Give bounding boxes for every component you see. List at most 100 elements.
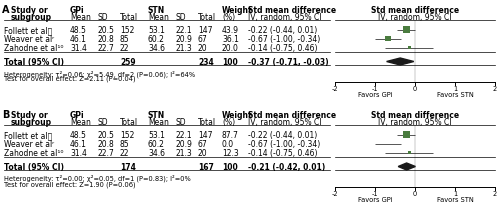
Text: SD: SD [175, 13, 186, 22]
Text: Favors STN: Favors STN [436, 92, 474, 98]
Text: Test for overall effect: Z=1.90 (P=0.06): Test for overall effect: Z=1.90 (P=0.06) [4, 181, 136, 187]
Text: Heterogeneity: τ²=0.06; χ²=5.49, df=2 (P=0.06); I²=64%: Heterogeneity: τ²=0.06; χ²=5.49, df=2 (P… [4, 70, 195, 78]
Text: 85: 85 [120, 140, 130, 149]
Text: -0.67 (-1.00, -0.34): -0.67 (-1.00, -0.34) [248, 140, 320, 149]
Text: 20.0: 20.0 [222, 44, 239, 53]
Text: 20.8: 20.8 [97, 140, 114, 149]
Text: subgroup: subgroup [11, 13, 52, 22]
Text: 46.1: 46.1 [70, 140, 87, 149]
Text: 1: 1 [453, 191, 457, 197]
Text: -1: -1 [372, 191, 378, 197]
Text: 259: 259 [120, 58, 136, 67]
Text: Follett et alᵮ: Follett et alᵮ [4, 131, 52, 140]
Text: 22: 22 [120, 149, 130, 158]
Text: A: A [2, 5, 10, 15]
Text: 67: 67 [198, 140, 208, 149]
Text: Favors STN: Favors STN [436, 197, 474, 203]
Text: 48.5: 48.5 [70, 26, 87, 35]
Text: -0.14 (-0.75, 0.46): -0.14 (-0.75, 0.46) [248, 149, 318, 158]
Text: 20.9: 20.9 [175, 140, 192, 149]
Text: Weaver et alʳ: Weaver et alʳ [4, 35, 54, 44]
Text: 31.4: 31.4 [70, 149, 87, 158]
Text: 147: 147 [198, 26, 212, 35]
Text: 21.3: 21.3 [175, 149, 192, 158]
Text: 22.1: 22.1 [175, 26, 192, 35]
Text: 147: 147 [198, 131, 212, 140]
Text: 1: 1 [453, 86, 457, 92]
Text: Study or: Study or [11, 6, 48, 15]
Bar [386, 36, 391, 41]
Text: -0.21 (-0.42, 0.01): -0.21 (-0.42, 0.01) [248, 163, 325, 172]
Text: subgroup: subgroup [11, 118, 52, 127]
Text: SD: SD [97, 13, 108, 22]
Text: Zahodne et al¹⁰: Zahodne et al¹⁰ [4, 149, 64, 158]
Text: Favors GPi: Favors GPi [358, 92, 392, 98]
Text: -2: -2 [332, 191, 338, 197]
Text: GPi: GPi [70, 6, 84, 15]
Text: Weaver et alʳ: Weaver et alʳ [4, 140, 54, 149]
Text: Std mean difference: Std mean difference [248, 6, 336, 15]
Text: SD: SD [97, 118, 108, 127]
Text: 46.1: 46.1 [70, 35, 87, 44]
Text: 67: 67 [198, 35, 208, 44]
Text: 20.9: 20.9 [175, 35, 192, 44]
Text: 22.1: 22.1 [175, 131, 192, 140]
Text: IV, random, 95% CI: IV, random, 95% CI [378, 13, 452, 22]
Text: Total: Total [198, 118, 216, 127]
Text: 87.7: 87.7 [222, 131, 239, 140]
Text: 174: 174 [120, 163, 136, 172]
Text: -0.37 (-0.71, -0.03): -0.37 (-0.71, -0.03) [248, 58, 328, 67]
Text: 34.6: 34.6 [148, 149, 165, 158]
Text: 100: 100 [222, 58, 238, 67]
Text: 20.8: 20.8 [97, 35, 114, 44]
Bar [408, 46, 411, 49]
Text: 60.2: 60.2 [148, 35, 165, 44]
Text: Total: Total [120, 13, 138, 22]
Text: Mean: Mean [70, 13, 91, 22]
Text: 85: 85 [120, 35, 130, 44]
Text: -1: -1 [372, 86, 378, 92]
Text: Follett et alᵮ: Follett et alᵮ [4, 26, 52, 35]
Text: 31.4: 31.4 [70, 44, 87, 53]
Text: 2: 2 [493, 191, 497, 197]
Text: STN: STN [148, 6, 165, 15]
Text: STN: STN [148, 111, 165, 120]
Text: 43.9: 43.9 [222, 26, 239, 35]
Text: 36.1: 36.1 [222, 35, 239, 44]
Text: Std mean difference: Std mean difference [371, 6, 459, 15]
Text: 20: 20 [198, 44, 207, 53]
Text: (%): (%) [222, 118, 235, 127]
Bar [408, 151, 410, 154]
Text: Mean: Mean [70, 118, 91, 127]
Text: 0: 0 [413, 191, 417, 197]
Text: Total: Total [198, 13, 216, 22]
Text: -0.22 (-0.44, 0.01): -0.22 (-0.44, 0.01) [248, 26, 318, 35]
Text: Std mean difference: Std mean difference [371, 111, 459, 120]
Text: Weight: Weight [222, 6, 252, 15]
Text: 53.1: 53.1 [148, 26, 165, 35]
Text: -2: -2 [332, 86, 338, 92]
Text: (%): (%) [222, 13, 235, 22]
Text: 22.7: 22.7 [97, 149, 114, 158]
Bar [402, 26, 409, 33]
Text: GPi: GPi [70, 111, 84, 120]
Text: 60.2: 60.2 [148, 140, 165, 149]
Text: Favors GPi: Favors GPi [358, 197, 392, 203]
Text: 20: 20 [198, 149, 207, 158]
Text: 34.6: 34.6 [148, 44, 165, 53]
Text: -0.14 (-0.75, 0.46): -0.14 (-0.75, 0.46) [248, 44, 318, 53]
Text: Heterogeneity: τ²=0.00; χ²=0.05, df=1 (P=0.83); I²=0%: Heterogeneity: τ²=0.00; χ²=0.05, df=1 (P… [4, 175, 191, 182]
Text: 2: 2 [493, 86, 497, 92]
Text: Mean: Mean [148, 13, 169, 22]
Text: IV, random, 95% CI: IV, random, 95% CI [378, 118, 452, 127]
Text: B: B [2, 110, 10, 120]
Text: 152: 152 [120, 26, 134, 35]
Text: 0: 0 [413, 86, 417, 92]
Text: Total (95% CI): Total (95% CI) [4, 163, 64, 172]
Text: 234: 234 [198, 58, 214, 67]
Bar [402, 131, 409, 138]
Polygon shape [398, 163, 415, 170]
Text: 20.5: 20.5 [97, 26, 114, 35]
Text: Total: Total [120, 118, 138, 127]
Text: Weight: Weight [222, 111, 252, 120]
